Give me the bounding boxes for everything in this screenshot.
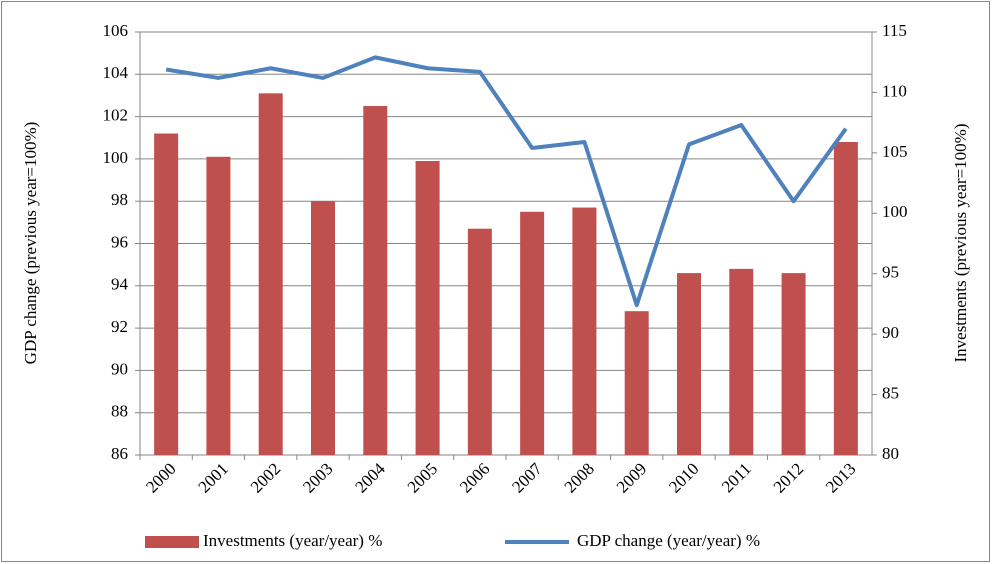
bar xyxy=(415,161,440,455)
bar xyxy=(624,311,649,455)
y-tick-label: 102 xyxy=(103,106,129,125)
bar xyxy=(833,141,858,456)
y2-tick-label: 85 xyxy=(882,383,899,402)
y-tick-label: 92 xyxy=(111,317,128,336)
y2-tick-label: 110 xyxy=(882,81,907,100)
y-tick-label: 90 xyxy=(111,359,128,378)
bar xyxy=(572,207,597,455)
y-axis-title: GDP change (previous year=100%) xyxy=(21,122,40,365)
y2-tick-label: 105 xyxy=(882,142,908,161)
bar xyxy=(311,201,335,455)
bar xyxy=(781,273,806,455)
y2-axis-title: Investments (previous year=100%) xyxy=(951,123,970,362)
y2-tick-label: 80 xyxy=(882,444,899,463)
y2-tick-label: 90 xyxy=(882,323,899,342)
line xyxy=(165,55,848,308)
y-tick-label: 104 xyxy=(103,63,129,82)
y-tick-label: 94 xyxy=(111,275,129,294)
bar xyxy=(520,211,545,455)
bar xyxy=(677,273,701,455)
legend-label: Investments (year/year) % xyxy=(203,531,382,550)
bar xyxy=(467,228,492,455)
y-tick-label: 106 xyxy=(103,21,129,40)
bar xyxy=(258,93,283,456)
y-tick-label: 88 xyxy=(111,402,128,421)
y2-tick-label: 100 xyxy=(882,202,908,221)
y2-tick-label: 115 xyxy=(882,21,907,40)
bar xyxy=(363,106,388,456)
legend-label: GDP change (year/year) % xyxy=(577,531,760,550)
y-tick-label: 100 xyxy=(103,148,129,167)
bar xyxy=(206,156,231,455)
y-tick-label: 86 xyxy=(111,444,128,463)
bar xyxy=(729,268,754,455)
y-tick-label: 98 xyxy=(111,190,128,209)
bar xyxy=(154,133,179,455)
legend-swatch xyxy=(145,536,199,548)
y-tick-label: 96 xyxy=(111,232,128,251)
y2-tick-label: 95 xyxy=(882,263,899,282)
